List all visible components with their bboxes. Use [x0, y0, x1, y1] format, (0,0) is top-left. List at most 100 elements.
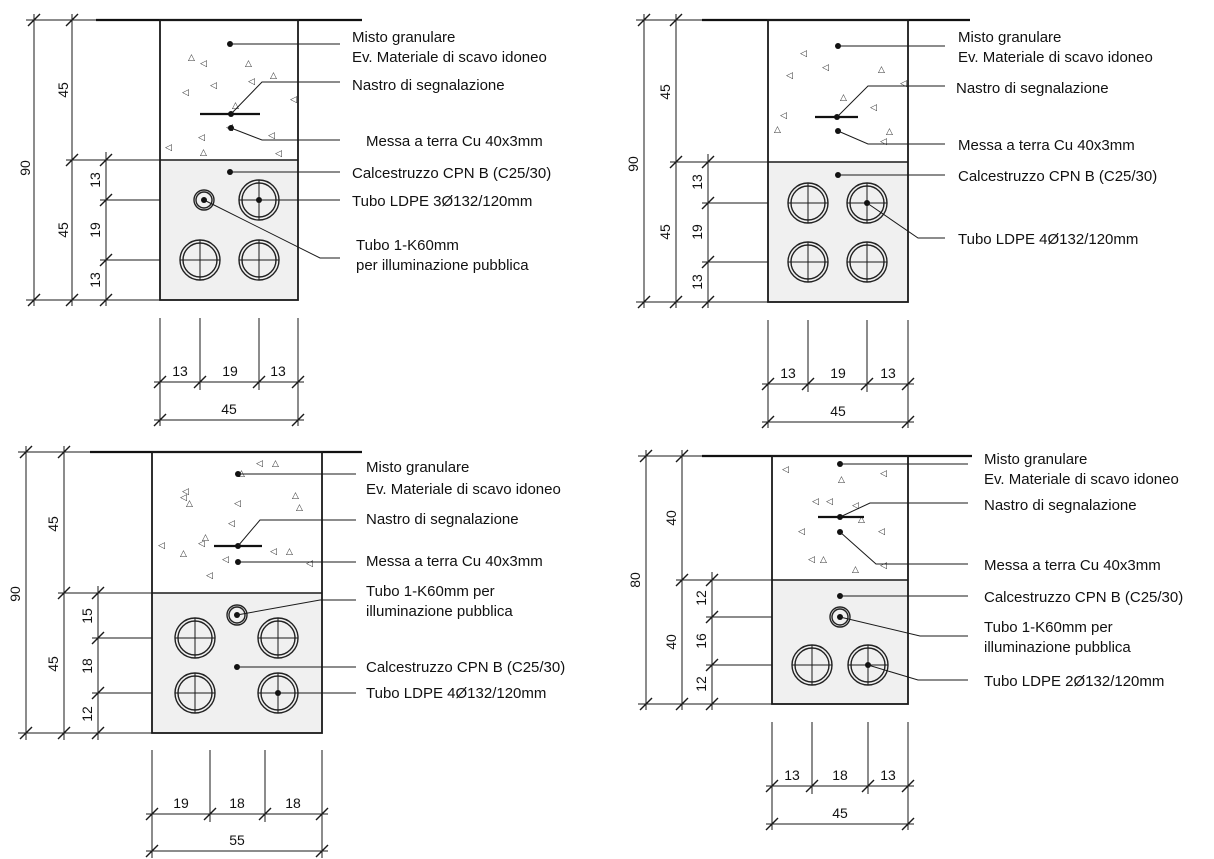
dim-lower-height: 40: [663, 634, 679, 650]
ducts-label: Tubo LDPE 3Ø132/120mm: [352, 193, 532, 210]
horizontal-dimensions: [761, 320, 915, 429]
vertical-dimensions: [26, 13, 160, 307]
svg-text:◁: ◁: [880, 561, 887, 571]
svg-text:◁: ◁: [210, 81, 217, 91]
fill-label: Misto granulare: [366, 459, 469, 476]
dim-h3: 13: [880, 365, 896, 381]
svg-text:◁: ◁: [798, 527, 805, 537]
dim-v3: 12: [693, 676, 709, 692]
ldpe-duct: [174, 672, 216, 714]
svg-text:◁: ◁: [878, 527, 885, 537]
section-c: ◁ △ △◁ ◁△ ◁△ △◁ △◁ ◁◁ △◁ ◁◁ △: [7, 445, 565, 858]
concrete-label: Calcestruzzo CPN B (C25/30): [366, 659, 565, 676]
dim-v1: 13: [689, 174, 705, 190]
leader-lines: [839, 463, 968, 681]
leader-lines: [836, 45, 945, 239]
svg-text:△: △: [245, 59, 252, 69]
svg-text:△: △: [774, 125, 781, 135]
svg-text:◁: ◁: [782, 465, 789, 475]
vertical-dimensions: [638, 449, 772, 711]
svg-text:△: △: [292, 491, 299, 501]
svg-text:△: △: [840, 93, 847, 103]
concrete-label: Calcestruzzo CPN B (C25/30): [352, 165, 551, 182]
dim-upper-height: 40: [663, 510, 679, 526]
svg-text:◁: ◁: [268, 131, 275, 141]
ldpe-duct: [257, 617, 299, 659]
ducts-label: Tubo LDPE 4Ø132/120mm: [366, 685, 546, 702]
svg-text:△: △: [820, 555, 827, 565]
svg-text:△: △: [180, 549, 187, 559]
svg-text:◁: ◁: [880, 469, 887, 479]
svg-text:△: △: [296, 503, 303, 513]
dim-h3: 13: [880, 767, 896, 783]
dim-width: 45: [830, 403, 846, 419]
dim-v2: 16: [693, 633, 709, 649]
svg-text:◁: ◁: [200, 59, 207, 69]
svg-text:◁: ◁: [826, 497, 833, 507]
svg-text:◁: ◁: [306, 559, 313, 569]
horizontal-dimensions: [153, 318, 305, 427]
dim-h1: 13: [784, 767, 800, 783]
dim-h3: 13: [270, 363, 286, 379]
svg-text:△: △: [270, 71, 277, 81]
dim-v3: 13: [689, 274, 705, 290]
horizontal-dimensions: [765, 722, 915, 831]
fill-alt-label: Ev. Materiale di scavo idoneo: [958, 49, 1153, 66]
vertical-dimensions: [18, 445, 152, 740]
ldpe-duct: [791, 644, 833, 686]
tape-label: Nastro di segnalazione: [352, 77, 505, 94]
aggregate-pattern: ◁ △ △◁ ◁△ ◁△ △◁ △◁ ◁◁ △◁ ◁◁ △: [158, 459, 313, 581]
dim-width: 55: [229, 832, 245, 848]
dim-width: 45: [832, 805, 848, 821]
ducts-label: Tubo LDPE 4Ø132/120mm: [958, 231, 1138, 248]
svg-text:◁: ◁: [182, 487, 189, 497]
dim-v1: 12: [693, 590, 709, 606]
svg-text:◁: ◁: [228, 519, 235, 529]
dim-h1: 19: [173, 795, 189, 811]
dim-v1: 13: [87, 172, 103, 188]
svg-text:◁: ◁: [234, 499, 241, 509]
concrete-fill: [160, 160, 298, 300]
aggregate-pattern: ◁◁ △◁ ◁△ ◁◁ △◁ △: [774, 49, 907, 147]
dim-h3: 18: [285, 795, 301, 811]
dim-h2: 19: [222, 363, 238, 379]
dim-v2: 19: [689, 224, 705, 240]
lighting-label-2: illuminazione pubblica: [366, 603, 513, 620]
ldpe-duct: [174, 617, 216, 659]
svg-text:△: △: [272, 459, 279, 469]
vertical-dimensions: [636, 13, 768, 309]
svg-text:◁: ◁: [870, 103, 877, 113]
svg-text:△: △: [188, 53, 195, 63]
lighting-label-1: Tubo 1-K60mm per: [366, 583, 495, 600]
dim-total-height: 90: [625, 156, 641, 172]
svg-text:△: △: [878, 65, 885, 75]
svg-text:◁: ◁: [198, 133, 205, 143]
lighting-label-1: Tubo 1-K60mm: [356, 237, 459, 254]
svg-text:△: △: [232, 101, 239, 111]
svg-text:◁: ◁: [808, 555, 815, 565]
ldpe-duct: [787, 241, 829, 283]
svg-text:◁: ◁: [800, 49, 807, 59]
svg-text:◁: ◁: [158, 541, 165, 551]
svg-text:◁: ◁: [206, 571, 213, 581]
aggregate-pattern: ◁ △ ◁ ◁ ◁ ◁ △ ◁ ◁ △ △ ◁ ◁: [782, 465, 887, 575]
trench-outline: [767, 19, 909, 303]
dim-total-height: 90: [17, 160, 33, 176]
fill-alt-label: Ev. Materiale di scavo idoneo: [366, 481, 561, 498]
dim-v2: 19: [87, 222, 103, 238]
svg-text:△: △: [858, 515, 865, 525]
dim-total-height: 80: [627, 572, 643, 588]
earth-label: Messa a terra Cu 40x3mm: [366, 133, 543, 150]
svg-text:△: △: [202, 533, 209, 543]
fill-label: Misto granulare: [958, 29, 1061, 46]
svg-text:◁: ◁: [786, 71, 793, 81]
dim-lower-height: 45: [45, 656, 61, 672]
dim-width: 45: [221, 401, 237, 417]
earth-label: Messa a terra Cu 40x3mm: [958, 137, 1135, 154]
tape-label: Nastro di segnalazione: [984, 497, 1137, 514]
tape-label: Nastro di segnalazione: [366, 511, 519, 528]
svg-text:◁: ◁: [222, 555, 229, 565]
dim-lower-height: 45: [657, 224, 673, 240]
svg-text:△: △: [200, 148, 207, 158]
